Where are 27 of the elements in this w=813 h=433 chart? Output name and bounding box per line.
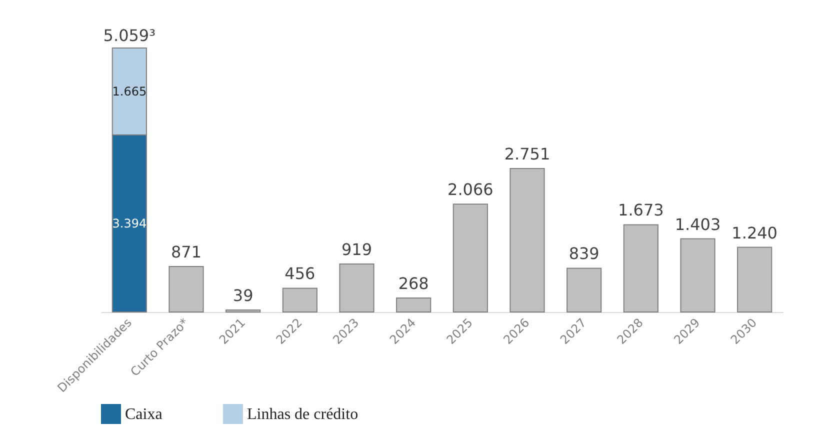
bar [680,238,716,312]
bar [566,268,602,312]
data-label: 39 [232,286,254,305]
bar [168,266,204,312]
bar [737,246,772,312]
data-label: 1.403 [674,214,721,234]
bar [510,168,545,312]
legend-label: Caixa [125,406,162,423]
bar [339,264,374,312]
total-label: 5.059³ [103,26,156,45]
bar [623,224,658,312]
data-label: 871 [170,242,202,262]
legend-label: Linhas de crédito [247,406,358,423]
data-label: 2.066 [448,180,494,200]
bar [282,288,318,312]
bar [226,309,261,312]
data-label: 919 [341,240,372,260]
bar [452,204,488,312]
data-label: 839 [568,244,600,264]
data-label: 268 [398,274,429,294]
data-label: 2.751 [504,144,550,164]
bar [396,298,432,312]
data-label: 1.240 [732,223,778,242]
data-label: 1.673 [618,200,664,220]
data-label: 456 [284,264,316,284]
data-label: 1.665 [112,84,147,98]
data-label: 3.394 [112,216,147,230]
